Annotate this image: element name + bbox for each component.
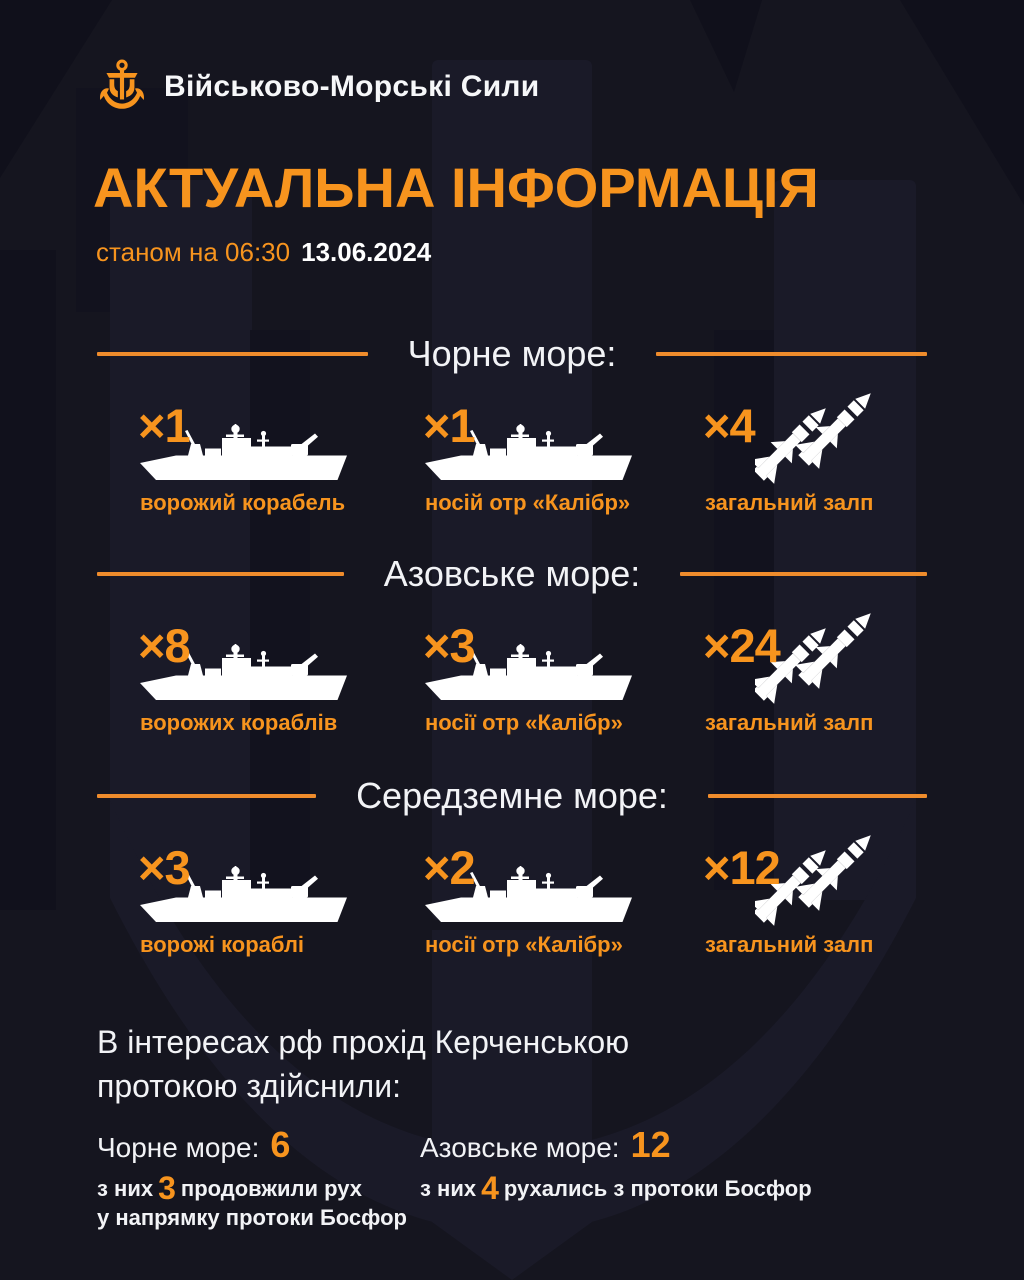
stat-enemy-ships: ×3 ворожі кораблі — [138, 841, 423, 957]
section-azov-sea: Азовське море: ×8 ворожих кораблів ×3 — [0, 552, 1024, 735]
stat-count: ×4 — [703, 399, 756, 452]
section-mediterranean-sea: Середземне море: ×3 ворожі кораблі ×2 — [0, 774, 1024, 957]
kerch-entry-azov-sea: Азовське море: 12 з них 4 рухались з прото… — [420, 1124, 812, 1232]
stat-count: ×12 — [703, 841, 781, 894]
section-header: Чорне море: — [0, 332, 1024, 376]
brand-header: Військово-Морські Сили — [97, 58, 540, 115]
kerch-heading-line2: протокою здійснили: — [97, 1068, 401, 1105]
stat-count: ×1 — [138, 399, 191, 452]
section-header: Азовське море: — [0, 552, 1024, 596]
subtitle: станом на 06:30 13.06.2024 — [96, 237, 431, 268]
org-name: Військово-Морські Сили — [164, 69, 540, 103]
stats-row: ×8 ворожих кораблів ×3 носії отр «Калібр… — [0, 619, 1024, 735]
detail-text: рухались з протоки Босфор — [503, 1176, 812, 1202]
section-black-sea: Чорне море: ×1 ворожий корабель ×1 н — [0, 332, 1024, 515]
stat-label: загальний залп — [705, 932, 874, 957]
kerch-strait-block: В інтересах рф прохід Керченською проток… — [97, 1020, 964, 1233]
stat-enemy-ships: ×1 ворожий корабель — [138, 399, 423, 515]
detail-count: 3 — [158, 1170, 176, 1207]
entry-detail: з них 3 продовжили рух у напрямку протоки … — [97, 1172, 420, 1232]
divider-line — [97, 794, 317, 798]
stat-label: загальний залп — [705, 710, 874, 735]
detail-text-line2: у напрямку протоки Босфор — [97, 1204, 407, 1230]
kerch-entries: Чорне море: 6 з них 3 продовжили рух у нап… — [97, 1124, 964, 1232]
stat-kalibr-carriers: ×1 носій отр «Калібр» — [423, 399, 703, 515]
stats-row: ×3 ворожі кораблі ×2 носії отр «Калібр» … — [0, 841, 1024, 957]
stat-label: носії отр «Калібр» — [425, 932, 623, 957]
missiles-icon — [755, 389, 873, 485]
detail-count: 4 — [481, 1170, 499, 1207]
section-title: Чорне море: — [407, 333, 617, 374]
sea-total: 6 — [270, 1124, 291, 1166]
entry-detail: з них 4 рухались з протоки Босфор — [420, 1172, 812, 1204]
stat-label: носій отр «Калібр» — [425, 490, 631, 515]
stat-count: ×1 — [423, 399, 476, 452]
stat-label: загальний залп — [705, 490, 874, 515]
kerch-heading: В інтересах рф прохід Керченською проток… — [97, 1020, 964, 1108]
stat-label: ворожі кораблі — [140, 932, 305, 957]
report-date: 13.06.2024 — [301, 237, 432, 267]
stat-label: ворожих кораблів — [140, 710, 338, 735]
section-header: Середземне море: — [0, 774, 1024, 818]
sea-total: 12 — [630, 1124, 671, 1166]
stat-total-salvo: ×24 загальний залп — [703, 619, 1024, 735]
detail-prefix: з них — [420, 1176, 477, 1202]
navy-anchor-trident-icon — [97, 58, 147, 115]
stat-total-salvo: ×12 загальний залп — [703, 841, 1024, 957]
divider-line — [707, 794, 927, 798]
stat-count: ×3 — [138, 841, 191, 894]
sea-label: Чорне море: — [97, 1132, 260, 1164]
stat-count: ×8 — [138, 619, 191, 672]
stat-kalibr-carriers: ×3 носії отр «Калібр» — [423, 619, 703, 735]
divider-line — [680, 572, 928, 576]
stat-count: ×3 — [423, 619, 476, 672]
stats-row: ×1 ворожий корабель ×1 носій отр «Калібр… — [0, 399, 1024, 515]
kerch-entry-black-sea: Чорне море: 6 з них 3 продовжили рух у нап… — [97, 1124, 420, 1232]
divider-line — [97, 352, 368, 356]
kerch-heading-line1: В інтересах рф прохід Керченською — [97, 1024, 630, 1060]
stat-total-salvo: ×4 загальний залп — [703, 399, 1024, 515]
stat-label: носії отр «Калібр» — [425, 710, 623, 735]
page-title: АКТУАЛЬНА ІНФОРМАЦІЯ — [93, 156, 819, 219]
stat-count: ×24 — [703, 619, 781, 672]
divider-line — [656, 352, 928, 356]
detail-prefix: з них — [97, 1176, 154, 1202]
divider-line — [97, 572, 344, 576]
section-title: Середземне море: — [356, 775, 668, 816]
stat-enemy-ships: ×8 ворожих кораблів — [138, 619, 423, 735]
section-title: Азовське море: — [383, 553, 641, 594]
stat-count: ×2 — [423, 841, 476, 894]
stat-kalibr-carriers: ×2 носії отр «Калібр» — [423, 841, 703, 957]
stat-label: ворожий корабель — [140, 490, 346, 515]
as-of-time: станом на 06:30 — [96, 237, 291, 267]
sea-label: Азовське море: — [420, 1132, 620, 1164]
detail-text: продовжили рух — [180, 1176, 363, 1202]
